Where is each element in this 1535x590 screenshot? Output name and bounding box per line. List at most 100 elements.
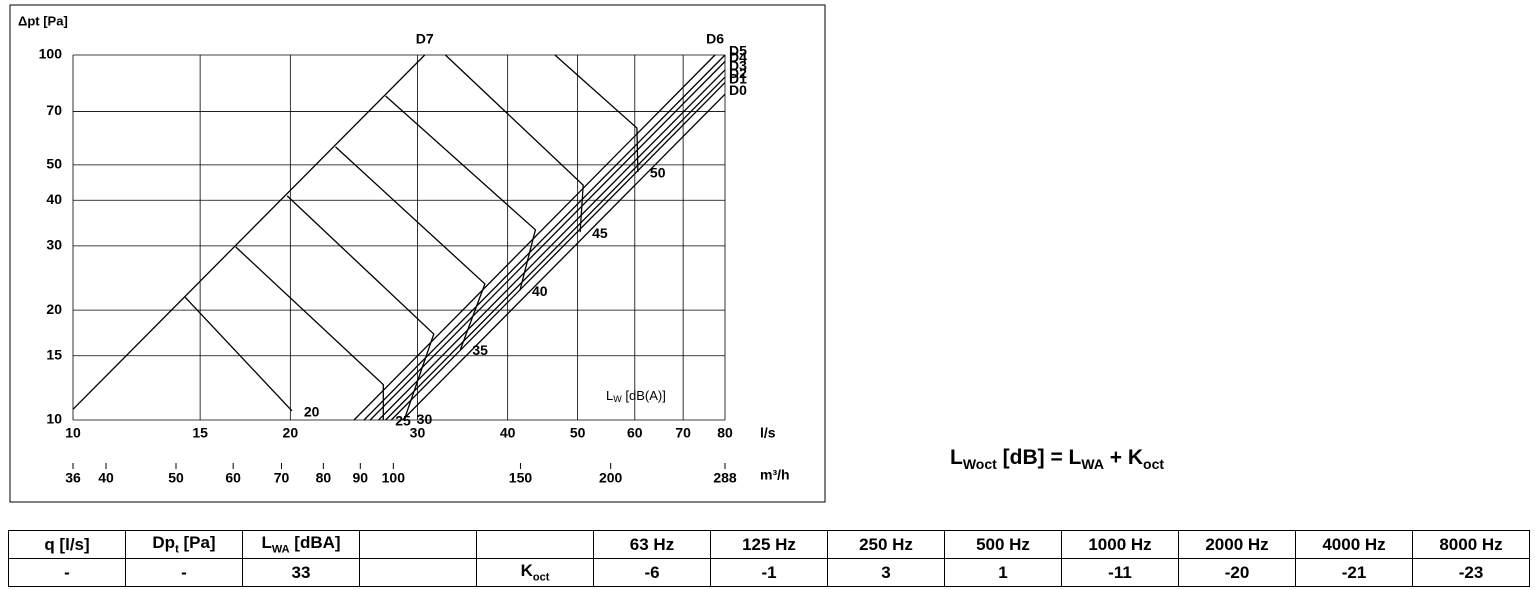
noise-contour <box>184 296 293 412</box>
noise-contour <box>335 146 486 350</box>
d-line <box>72 54 426 410</box>
cell-text: t <box>175 543 179 556</box>
noise-contour <box>444 54 584 233</box>
formula-part: Woct <box>962 456 997 473</box>
cell-text: 63 Hz <box>629 534 675 554</box>
formula-part: + K <box>1103 446 1144 469</box>
contour-label: 45 <box>592 225 608 241</box>
contour-label: 40 <box>532 283 548 299</box>
x-tick-label: 50 <box>570 425 586 441</box>
cell-text: [dBA] <box>289 533 341 553</box>
table-cell: Koct <box>476 558 594 587</box>
table-cell: - <box>125 558 243 587</box>
x-tick-label: 10 <box>65 425 81 441</box>
x-tick-label: 40 <box>500 425 516 441</box>
table-cell: -11 <box>1061 558 1179 587</box>
cell-text: 125 Hz <box>742 534 796 554</box>
x2-tick-label: 60 <box>225 470 241 486</box>
legend-label: D2 <box>729 65 747 81</box>
table-cell <box>359 530 477 559</box>
d-line <box>369 61 726 421</box>
cell-text: L <box>261 533 272 553</box>
table-cell: 63 Hz <box>593 530 711 559</box>
header-row: q [l/s] Dpt [Pa] LWA [dBA] 63 Hz 125 Hz 250 H… <box>8 530 1530 559</box>
table-cell: LWA [dBA] <box>242 530 360 559</box>
x-tick-label: 80 <box>717 425 733 441</box>
cell-text: 3 <box>881 562 891 582</box>
legend-label: D5 <box>729 43 747 59</box>
formula-part: [dB] = L <box>996 446 1082 469</box>
cell-text: 1000 Hz <box>1088 534 1152 554</box>
cell-text: 250 Hz <box>859 534 913 554</box>
y-tick-label: 15 <box>46 346 62 362</box>
table-cell: q [l/s] <box>8 530 126 559</box>
x2-axis-label: m³/h <box>760 467 790 483</box>
table-cell: 33 <box>242 558 360 587</box>
cell-text: -11 <box>1108 562 1132 582</box>
table-cell: 8000 Hz <box>1412 530 1530 559</box>
annotation-part: W <box>613 394 622 404</box>
table-cell <box>359 558 477 587</box>
x-tick-label: 15 <box>192 425 208 441</box>
cell-text: -1 <box>761 562 777 582</box>
table-cell: - <box>8 558 126 587</box>
table-cell: -6 <box>593 558 711 587</box>
cell-text: 33 <box>291 562 311 582</box>
cell-text: WA <box>271 543 290 556</box>
legend-label: D6 <box>706 31 724 47</box>
x2-tick-label: 40 <box>98 470 114 486</box>
legend-label: D4 <box>729 49 747 65</box>
cell-text: 8000 Hz <box>1439 534 1503 554</box>
formula: LWoct [dB] = LWA + Koct <box>950 446 1164 472</box>
d-line <box>385 76 726 421</box>
contour-label: 20 <box>304 403 320 419</box>
x2-tick-label: 100 <box>382 470 406 486</box>
table-cell: -23 <box>1412 558 1530 587</box>
y-tick-label: 100 <box>39 46 63 62</box>
formula-part: WA <box>1081 456 1104 473</box>
x2-tick-label: 150 <box>509 470 533 486</box>
noise-contour <box>286 195 435 419</box>
table-cell: Dpt [Pa] <box>125 530 243 559</box>
noise-contour <box>235 246 384 420</box>
legend-label: D7 <box>416 31 434 47</box>
y-tick-label: 70 <box>46 102 62 118</box>
table-cell: 3 <box>827 558 945 587</box>
d-line <box>390 82 726 421</box>
cell-text: 500 Hz <box>976 534 1030 554</box>
x-tick-label: 60 <box>627 425 643 441</box>
contour-label: 50 <box>650 165 666 181</box>
table-cell: 4000 Hz <box>1295 530 1413 559</box>
cell-text: 1 <box>998 562 1008 582</box>
x-tick-label: 30 <box>410 425 426 441</box>
x2-tick-label: 36 <box>65 470 81 486</box>
table-cell: 125 Hz <box>710 530 828 559</box>
contour-label: 25 <box>395 413 411 429</box>
y-tick-label: 50 <box>46 156 62 172</box>
legend-label: D0 <box>729 82 747 98</box>
x-tick-label: 70 <box>675 425 691 441</box>
d-line <box>402 93 726 421</box>
cell-text: -20 <box>1224 562 1250 582</box>
x2-tick-label: 70 <box>274 470 290 486</box>
table-cell <box>476 530 594 559</box>
contour-label: 30 <box>417 411 433 427</box>
data-table: q [l/s] Dpt [Pa] LWA [dBA] 63 Hz 125 Hz 250 H… <box>8 530 1530 587</box>
cell-text: -6 <box>644 562 660 582</box>
x2-tick-label: 50 <box>168 470 184 486</box>
noise-contour <box>554 54 639 173</box>
annotation-part: L <box>606 388 613 403</box>
y-tick-label: 30 <box>46 237 62 253</box>
x2-tick-label: 288 <box>713 470 737 486</box>
cell-text: q [l/s] <box>44 534 90 554</box>
cell-text: oct <box>532 571 550 584</box>
d-line <box>378 69 726 421</box>
cell-text: 4000 Hz <box>1322 534 1386 554</box>
formula-part: L <box>950 446 963 469</box>
y-tick-label: 20 <box>46 301 62 317</box>
table-cell: 500 Hz <box>944 530 1062 559</box>
table-cell: -21 <box>1295 558 1413 587</box>
legend-label: D1 <box>729 70 747 86</box>
table-cell: -20 <box>1178 558 1296 587</box>
